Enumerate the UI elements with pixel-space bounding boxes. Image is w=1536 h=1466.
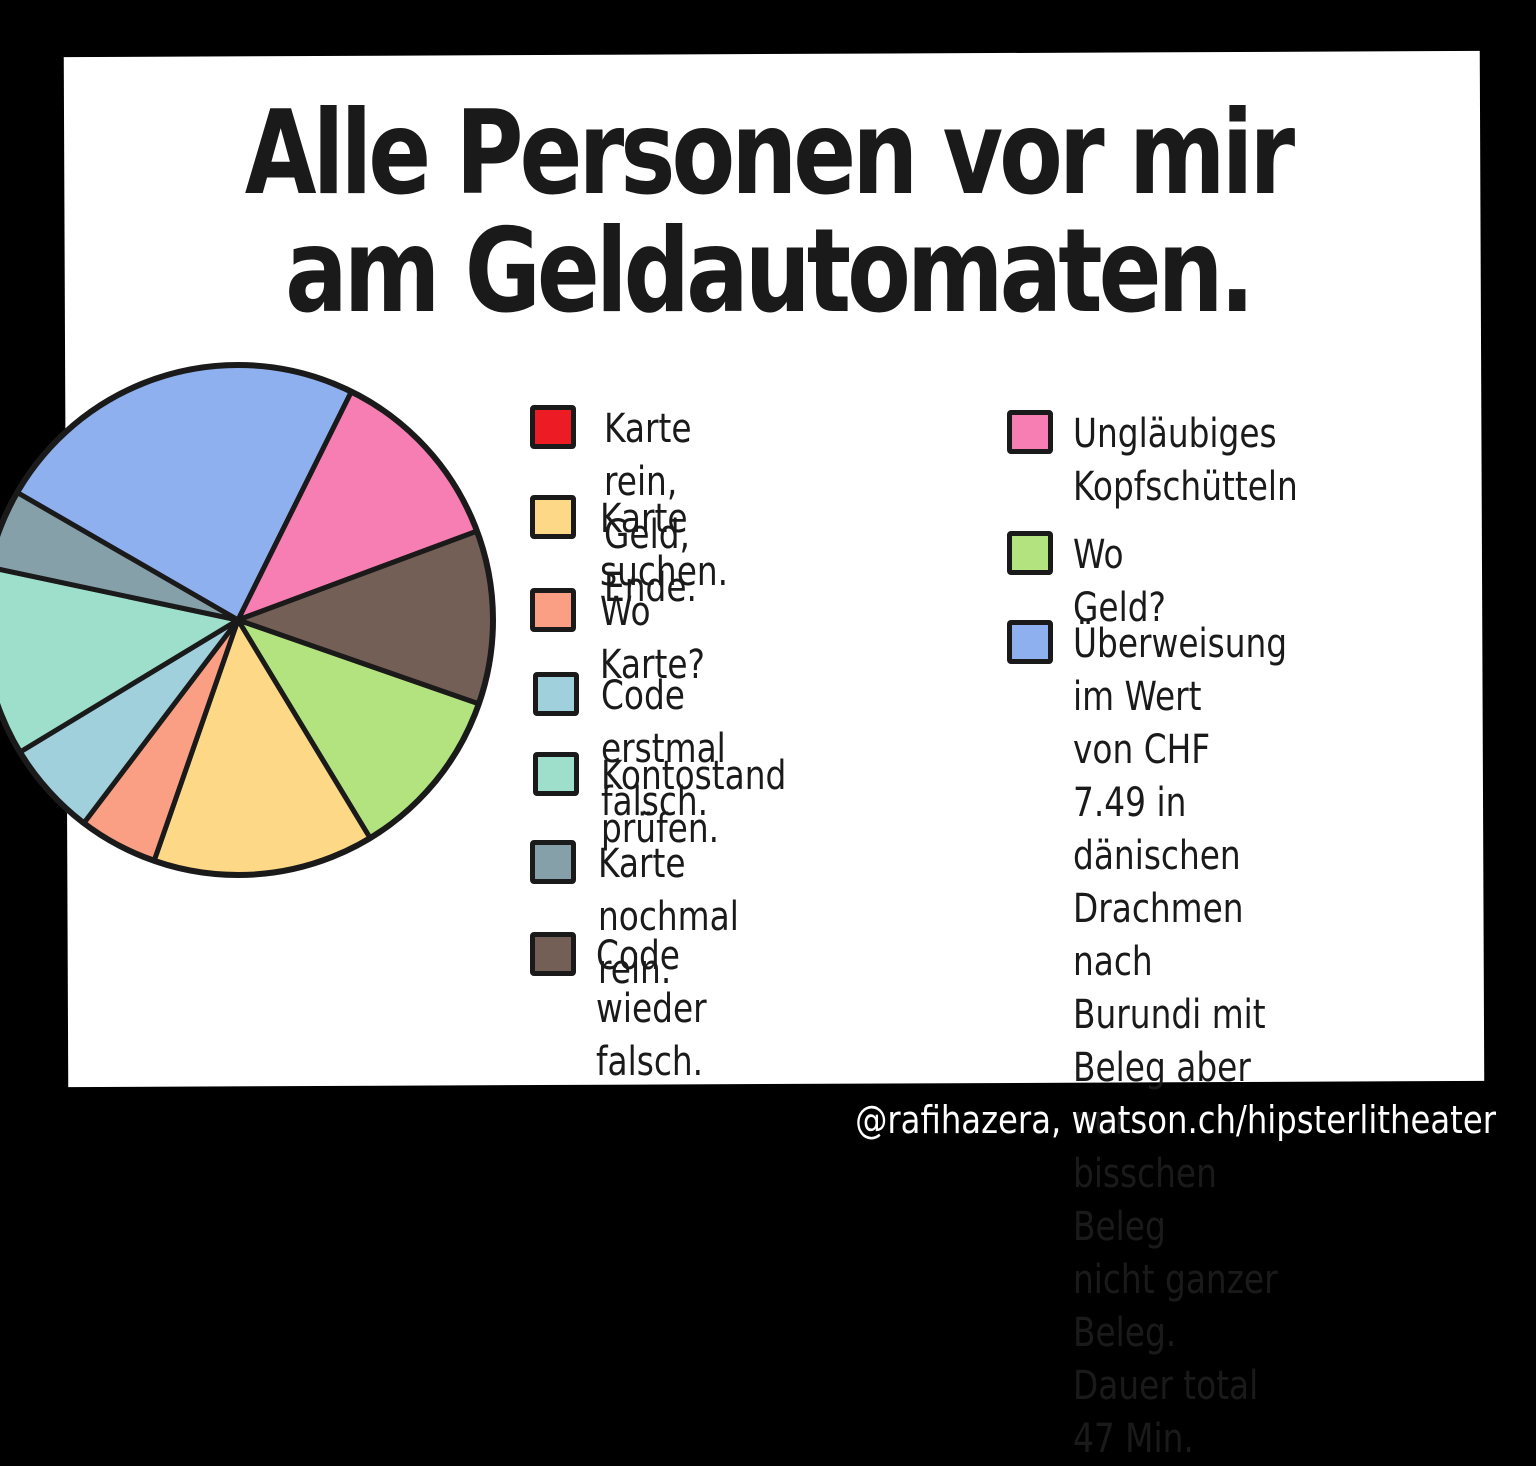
- legend-label: Wo Karte?: [600, 589, 705, 688]
- legend-swatch: [1007, 410, 1053, 454]
- legend-swatch: [530, 405, 576, 449]
- legend-label: Ungläubiges Kopfschütteln: [1073, 411, 1298, 510]
- legend-label: Überweisung im Wert von CHF 7.49 in däni…: [1073, 621, 1288, 1462]
- chart-title: Alle Personen vor mir am Geldautomaten.: [244, 86, 1295, 339]
- legend-label: Kontostand prüfen.: [601, 753, 787, 852]
- legend-swatch: [533, 752, 579, 796]
- legend-swatch: [1007, 531, 1053, 575]
- legend-label: Code wieder falsch.: [596, 933, 707, 1085]
- legend-label: Wo Geld?: [1073, 532, 1166, 631]
- legend-label: Karte rein, Geld, Ende.: [604, 406, 697, 611]
- pie-chart: [0, 362, 496, 878]
- legend-swatch: [530, 840, 576, 884]
- legend-swatch: [530, 495, 576, 539]
- legend-label: Karte nochmal rein.: [598, 841, 739, 993]
- legend-swatch: [1007, 620, 1053, 664]
- legend-swatch: [530, 932, 576, 976]
- legend-swatch: [533, 672, 579, 716]
- credit-line: @rafihazera, watson.ch/hipsterlitheater: [855, 1098, 1496, 1142]
- legend-label: Code erstmal falsch.: [601, 673, 726, 825]
- legend-swatch: [530, 588, 576, 632]
- legend-label: Karte suchen.: [600, 496, 729, 595]
- pie-outline: [0, 362, 496, 878]
